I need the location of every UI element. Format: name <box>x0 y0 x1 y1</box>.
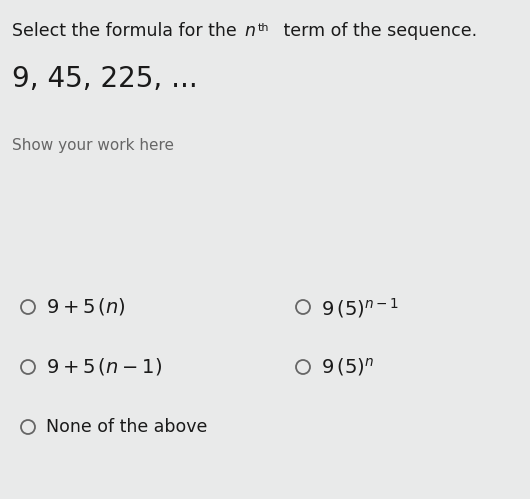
Text: $9 + 5\,(n)$: $9 + 5\,(n)$ <box>46 296 126 317</box>
Text: th: th <box>258 23 269 33</box>
Text: $9\,(5)^{n}$: $9\,(5)^{n}$ <box>321 356 374 378</box>
Text: Show your work here: Show your work here <box>12 138 174 153</box>
Text: 9, 45, 225, ...: 9, 45, 225, ... <box>12 65 198 93</box>
Text: $n$: $n$ <box>244 22 256 40</box>
Text: None of the above: None of the above <box>46 418 207 436</box>
Text: $9 + 5\,(n - 1)$: $9 + 5\,(n - 1)$ <box>46 356 162 377</box>
Text: term of the sequence.: term of the sequence. <box>278 22 477 40</box>
Text: Select the formula for the: Select the formula for the <box>12 22 242 40</box>
Text: $9\,(5)^{n-1}$: $9\,(5)^{n-1}$ <box>321 296 399 320</box>
